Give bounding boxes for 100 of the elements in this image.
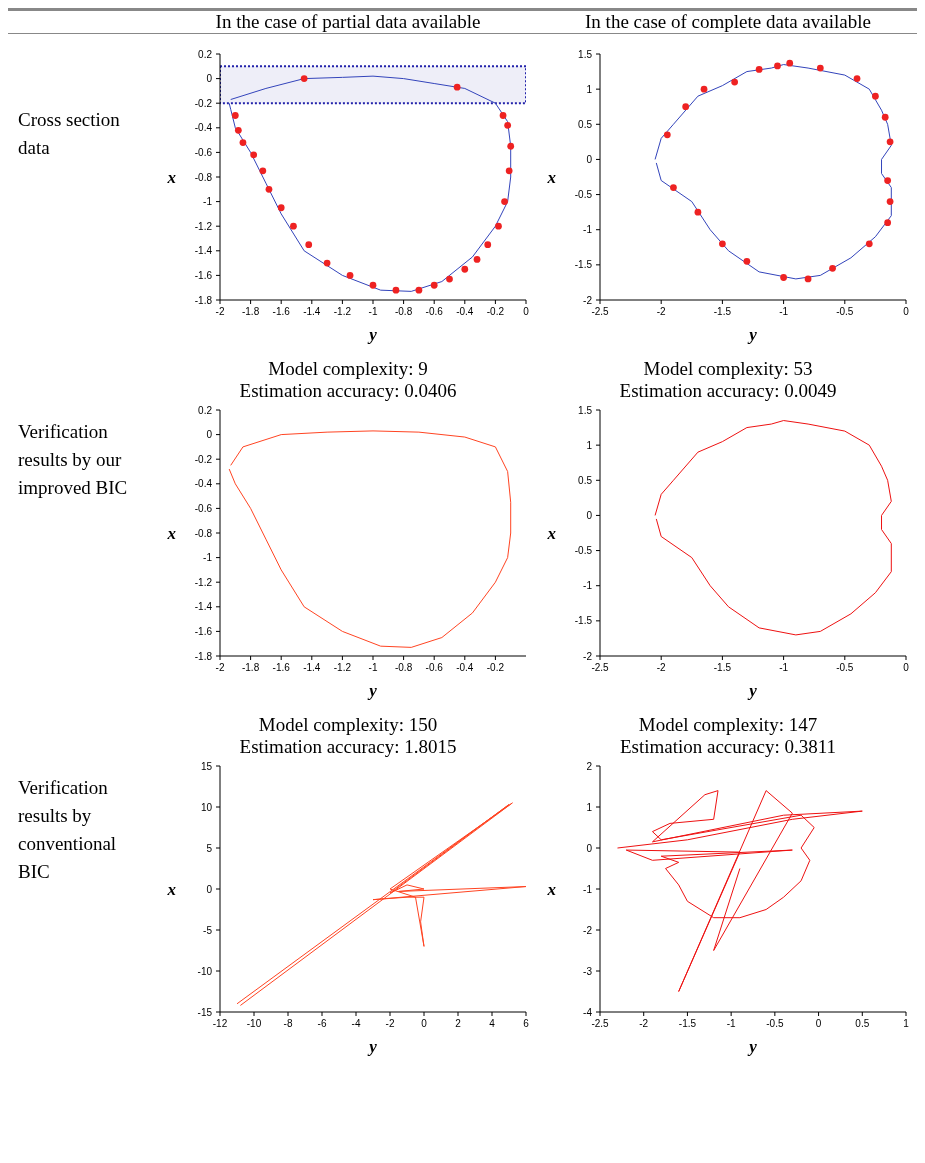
point	[670, 184, 677, 191]
y-tick-label: 5	[206, 842, 213, 854]
point	[816, 64, 824, 72]
y-tick-label: -0.6	[194, 502, 213, 514]
y-tick-label: -0.4	[194, 478, 213, 490]
point	[453, 83, 461, 91]
point	[277, 204, 285, 212]
line-series	[654, 64, 892, 280]
point	[881, 113, 889, 121]
point	[290, 222, 297, 230]
y-tick-label: 0.5	[578, 474, 593, 486]
y-tick-label: -0.2	[194, 453, 213, 465]
point	[731, 78, 739, 86]
y-tick-label: -0.4	[194, 122, 213, 134]
point	[694, 208, 702, 216]
point	[239, 139, 247, 146]
y-tick-label: -0.8	[194, 171, 213, 183]
x-tick-label: -1.4	[303, 662, 321, 674]
x-axis-title: y	[747, 325, 758, 344]
point	[461, 265, 469, 273]
x-tick-label: -1.2	[333, 662, 352, 674]
point	[250, 151, 258, 159]
x-tick-label: -1.8	[241, 306, 260, 318]
x-tick-label: -1.2	[333, 306, 352, 318]
y-tick-label: 0	[586, 153, 593, 165]
x-tick-label: -1	[368, 306, 378, 318]
x-tick-label: -8	[283, 1018, 293, 1030]
x-tick-label: 0	[815, 1018, 822, 1030]
point	[484, 241, 492, 249]
point	[663, 131, 671, 139]
x-tick-label: -0.5	[836, 306, 854, 318]
x-tick-label: 0	[903, 306, 910, 318]
y-tick-label: -1.5	[574, 615, 593, 627]
y-axis-title: x	[166, 880, 177, 900]
x-tick-label: -0.6	[425, 306, 444, 318]
y-tick-label: -1	[583, 224, 593, 236]
x-tick-label: -1	[726, 1018, 737, 1030]
text: Verification results by conventional BIC	[17, 776, 118, 884]
y-tick-label: -1	[583, 883, 593, 895]
x-tick-label: -2	[656, 662, 667, 674]
x-tick-label: -1.5	[678, 1018, 697, 1030]
y-tick-label: 0.2	[198, 48, 213, 60]
point	[473, 256, 481, 263]
point	[743, 257, 751, 265]
y-tick-label: 0	[586, 842, 593, 854]
x-tick-label: -1.6	[272, 662, 291, 674]
text: Verification results by our improved BIC	[17, 420, 129, 500]
point	[886, 198, 894, 205]
x-axis-title: y	[367, 681, 378, 700]
point	[300, 75, 308, 82]
y-axis-title: x	[546, 880, 557, 900]
x-tick-label: -1	[368, 662, 378, 674]
chart-title: Model complexity: 150	[257, 714, 439, 736]
x-tick-label: -1.5	[713, 306, 732, 318]
y-axis-title: x	[166, 524, 177, 544]
point	[234, 126, 242, 134]
x-tick-label: -2	[215, 306, 225, 318]
point	[682, 103, 690, 111]
point	[774, 62, 781, 70]
point	[865, 240, 873, 248]
chart-title: Model complexity: 147	[637, 714, 819, 736]
y-tick-label: -1.2	[194, 576, 213, 588]
y-axis-title: x	[166, 168, 177, 188]
y-tick-label: 0	[206, 883, 213, 895]
x-axis-title: y	[367, 325, 378, 344]
y-tick-label: -1.8	[194, 294, 213, 306]
x-tick-label: 2	[455, 1018, 462, 1030]
point	[872, 92, 879, 100]
x-tick-label: -2	[385, 1018, 395, 1030]
point	[259, 167, 267, 175]
x-axis-title: y	[747, 681, 758, 700]
y-tick-label: 0	[206, 429, 213, 441]
text: In the case of complete data available	[584, 11, 872, 33]
y-tick-label: -1.4	[194, 601, 213, 613]
x-tick-label: 0	[421, 1018, 428, 1030]
y-tick-label: 10	[200, 801, 213, 813]
point	[430, 281, 438, 289]
y-tick-label: -0.6	[194, 146, 213, 158]
line-series	[654, 420, 892, 636]
x-tick-label: -0.4	[456, 306, 474, 318]
y-tick-label: 0.5	[578, 118, 593, 130]
x-tick-label: -1.6	[272, 306, 291, 318]
y-tick-label: 0	[586, 509, 593, 521]
line-series	[236, 802, 526, 1006]
point	[323, 259, 331, 267]
y-tick-label: -2	[583, 650, 593, 662]
text: In the case of partial data available	[214, 11, 482, 33]
point	[446, 275, 453, 283]
y-tick-label: -1	[203, 196, 213, 208]
point	[305, 241, 313, 249]
x-tick-label: -12	[212, 1018, 228, 1030]
y-tick-label: -2	[583, 924, 593, 936]
y-tick-label: 1.5	[578, 404, 593, 416]
point	[504, 121, 512, 129]
x-tick-label: 0	[903, 662, 910, 674]
x-tick-label: -1.5	[713, 662, 732, 674]
x-tick-label: -4	[351, 1018, 361, 1030]
point	[369, 281, 377, 289]
x-tick-label: -2	[215, 662, 225, 674]
chart-title: Model complexity: 53	[642, 358, 814, 380]
